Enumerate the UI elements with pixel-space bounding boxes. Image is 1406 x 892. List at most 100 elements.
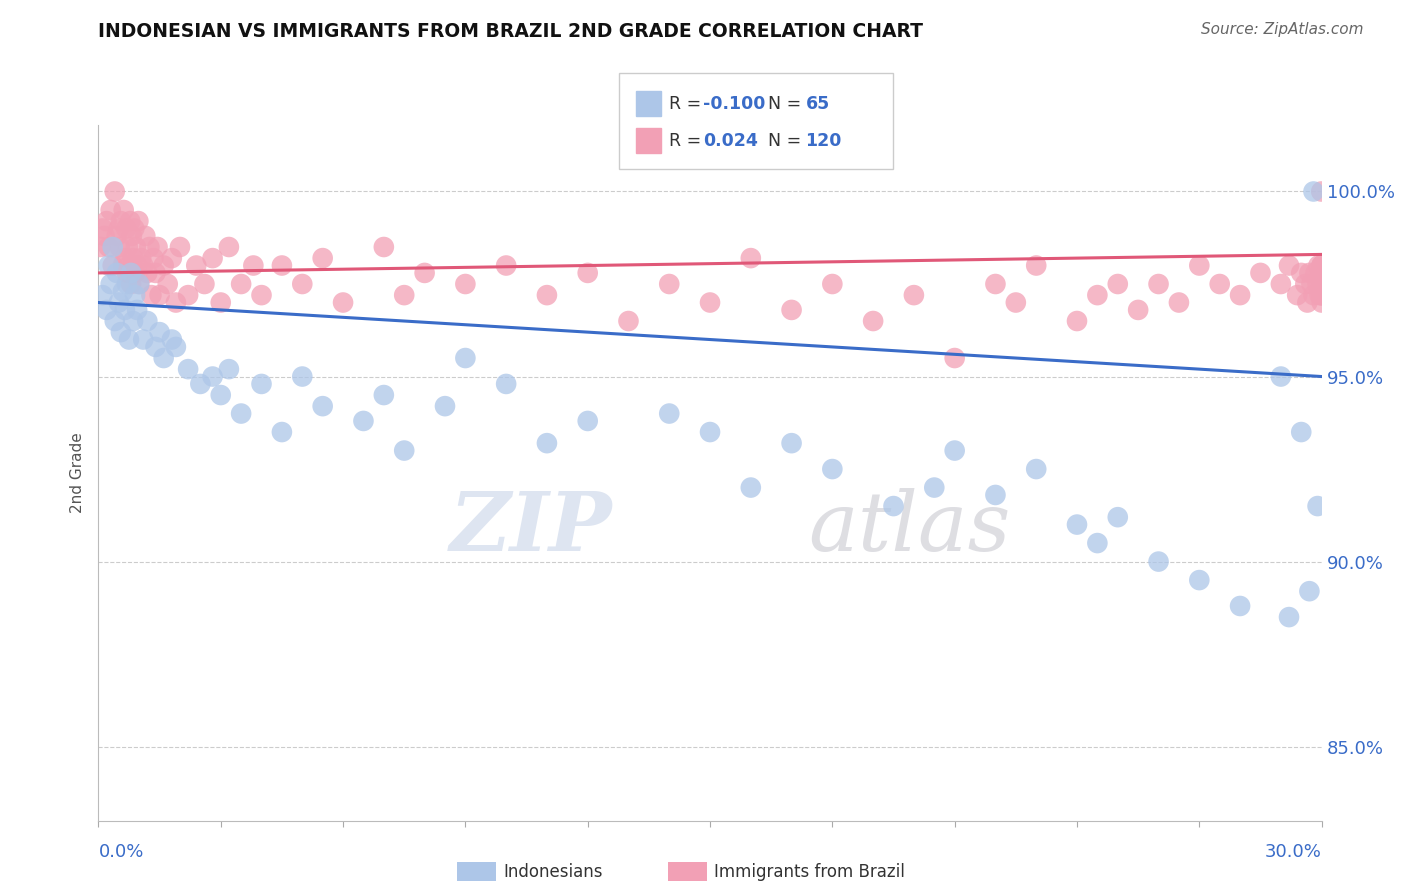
Point — [108, 295, 131, 310]
Point — [101, 259, 124, 273]
Point — [177, 362, 200, 376]
Point — [160, 251, 183, 265]
Point — [1107, 510, 1129, 524]
Point — [1310, 277, 1333, 291]
Point — [699, 295, 721, 310]
Point — [658, 277, 681, 291]
Point — [922, 481, 945, 495]
Point — [1229, 288, 1251, 302]
Bar — [637, 91, 661, 117]
Point — [120, 277, 142, 291]
Point — [91, 288, 114, 302]
Text: INDONESIAN VS IMMIGRANTS FROM BRAZIL 2ND GRADE CORRELATION CHART: INDONESIAN VS IMMIGRANTS FROM BRAZIL 2ND… — [98, 22, 924, 41]
Point — [1147, 555, 1170, 569]
Text: 0.0%: 0.0% — [98, 843, 143, 861]
Point — [352, 414, 374, 428]
Point — [132, 333, 155, 347]
Bar — [637, 128, 661, 153]
Point — [152, 351, 174, 365]
Point — [118, 333, 141, 347]
Text: N =: N = — [768, 132, 807, 150]
Point — [132, 259, 155, 273]
Point — [186, 259, 208, 273]
Point — [1085, 288, 1108, 302]
Point — [1298, 266, 1320, 280]
Point — [1167, 295, 1189, 310]
Point — [114, 251, 136, 265]
Point — [128, 277, 150, 291]
Text: Immigrants from Brazil: Immigrants from Brazil — [714, 863, 905, 881]
Point — [136, 314, 159, 328]
Point — [821, 277, 844, 291]
Point — [149, 288, 172, 302]
Point — [1310, 185, 1333, 199]
Point — [104, 314, 127, 328]
Point — [100, 202, 122, 217]
Point — [231, 277, 253, 291]
Text: 65: 65 — [806, 95, 830, 112]
Point — [96, 302, 118, 317]
Point — [984, 488, 1007, 502]
Point — [536, 436, 558, 450]
Point — [413, 266, 436, 280]
Point — [1310, 277, 1333, 291]
Point — [1309, 266, 1331, 280]
Point — [1291, 425, 1313, 439]
Text: R =: R = — [669, 132, 706, 150]
Point — [136, 266, 159, 280]
Point — [495, 259, 517, 273]
Point — [1310, 277, 1333, 291]
Text: N =: N = — [768, 95, 807, 112]
Point — [112, 202, 135, 217]
Point — [218, 240, 240, 254]
Point — [188, 376, 212, 391]
Point — [114, 302, 136, 317]
Point — [1310, 295, 1333, 310]
Point — [536, 288, 558, 302]
Point — [118, 259, 141, 273]
Point — [903, 288, 925, 302]
Point — [699, 425, 721, 439]
Point — [373, 388, 395, 402]
Point — [91, 221, 114, 235]
Point — [124, 288, 146, 302]
Point — [193, 277, 215, 291]
Point — [97, 240, 120, 254]
Point — [250, 376, 273, 391]
Point — [576, 414, 599, 428]
Point — [1286, 288, 1309, 302]
Point — [177, 288, 200, 302]
Point — [117, 240, 139, 254]
Point — [142, 251, 165, 265]
Point — [454, 351, 477, 365]
Point — [1310, 259, 1333, 273]
Point — [984, 277, 1007, 291]
Point — [1270, 369, 1292, 384]
Point — [120, 266, 142, 280]
Point — [1107, 277, 1129, 291]
Point — [105, 266, 128, 280]
Point — [1229, 599, 1251, 613]
Point — [943, 443, 966, 458]
Point — [1128, 302, 1150, 317]
Point — [231, 407, 253, 421]
Point — [134, 228, 156, 243]
Point — [332, 295, 354, 310]
Point — [156, 277, 179, 291]
Point — [120, 214, 142, 228]
Point — [576, 266, 599, 280]
Point — [115, 277, 138, 291]
Point — [145, 266, 167, 280]
Point — [127, 302, 149, 317]
Point — [1310, 266, 1333, 280]
Point — [821, 462, 844, 476]
Point — [96, 214, 118, 228]
Point — [1310, 277, 1333, 291]
Point — [127, 214, 149, 228]
Point — [89, 240, 111, 254]
Point — [1188, 573, 1211, 587]
Point — [209, 295, 232, 310]
Point — [104, 185, 127, 199]
Point — [1249, 266, 1271, 280]
Text: 0.024: 0.024 — [703, 132, 758, 150]
